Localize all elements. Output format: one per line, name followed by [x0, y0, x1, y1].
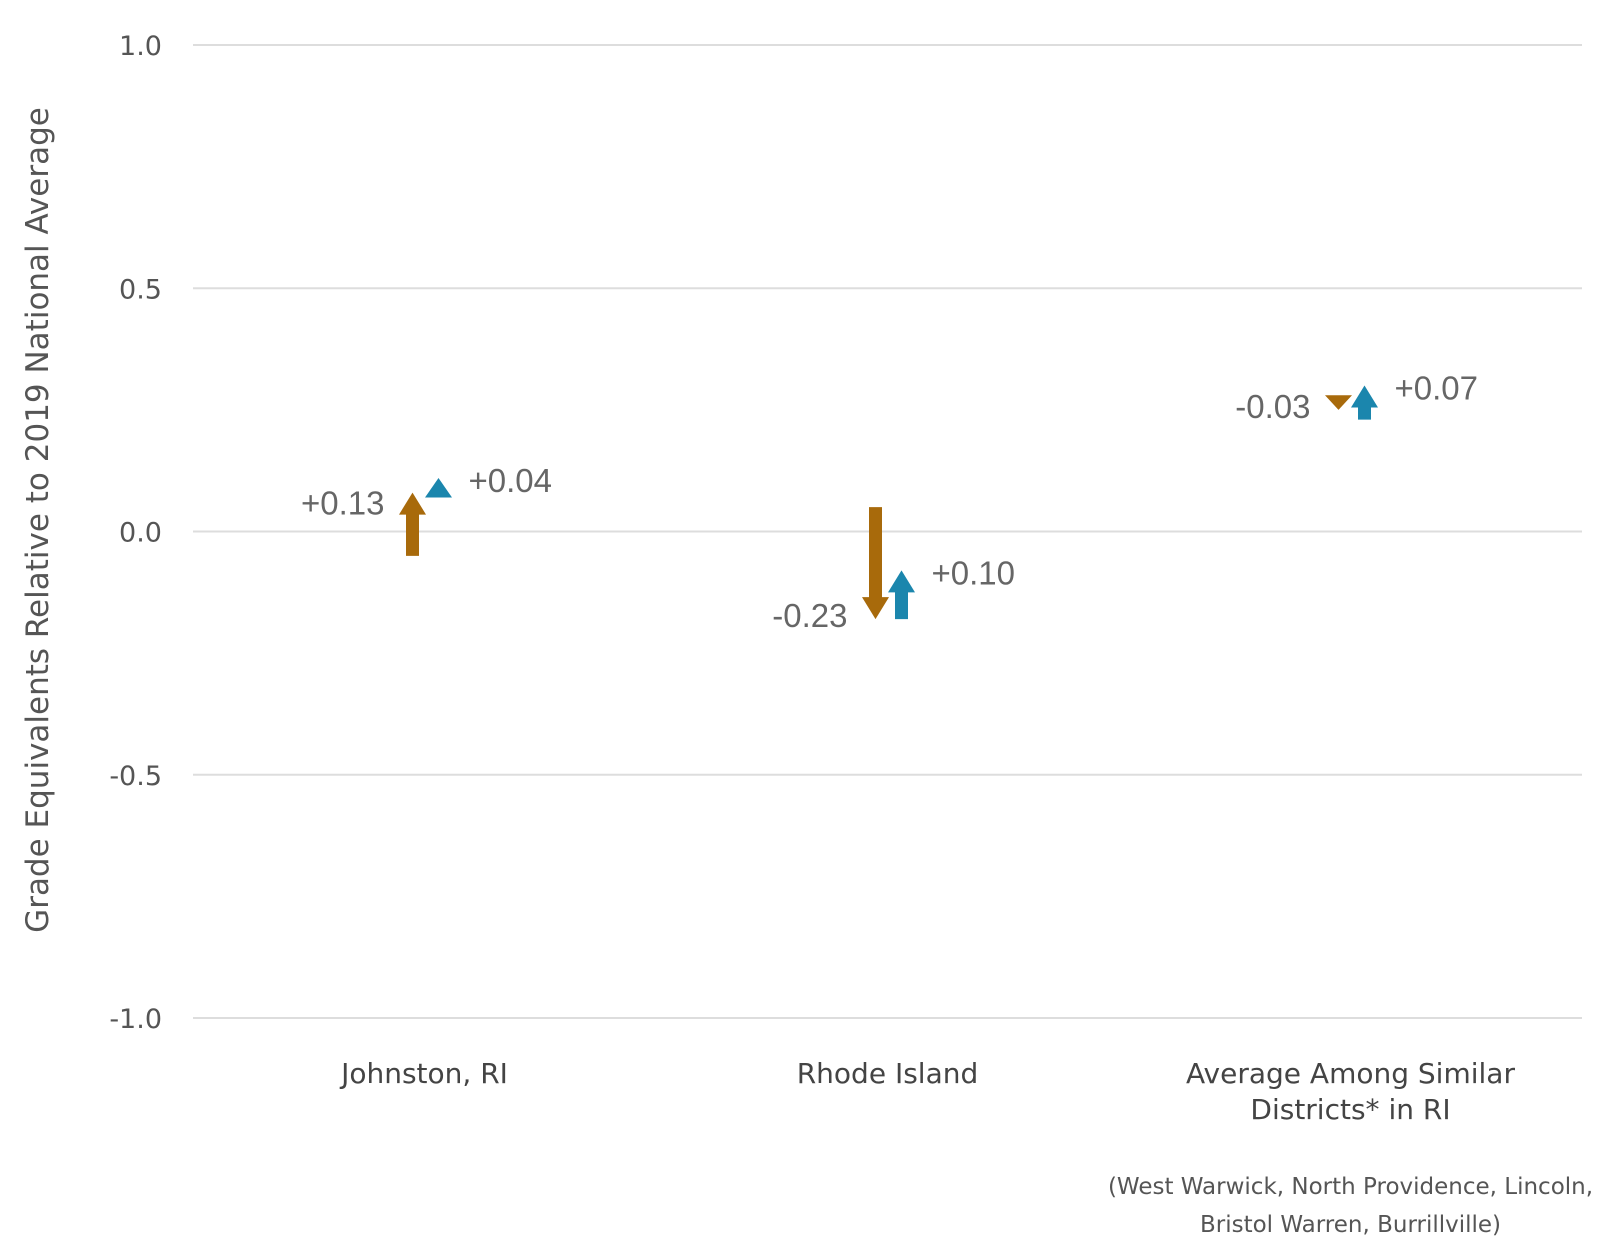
y-tick-label: -1.0	[109, 1004, 162, 1035]
arrow-mark	[862, 507, 889, 620]
arrow-mark	[888, 570, 915, 620]
y-axis-title: Grade Equivalents Relative to 2019 Natio…	[20, 107, 56, 933]
arrow-marks	[399, 385, 1378, 620]
value-labels: +0.13 -0.23 -0.03 +0.04 +0.10 +0.07	[301, 370, 1478, 635]
gridlines	[193, 44, 1582, 1019]
y-tick-label: 1.0	[119, 31, 162, 62]
value-label: -0.23	[772, 597, 847, 634]
arrow-mark	[1325, 395, 1352, 410]
y-tick-label: 0.0	[119, 518, 162, 549]
value-label: +0.04	[469, 462, 553, 499]
category-label: Rhode Island	[797, 1057, 979, 1090]
footnote: (West Warwick, North Providence, Lincoln…	[1108, 1174, 1593, 1238]
y-tick-label: 0.5	[119, 274, 162, 305]
value-label: +0.13	[301, 485, 385, 522]
arrow-mark	[425, 477, 452, 498]
value-label: +0.07	[1395, 370, 1479, 407]
value-label: +0.10	[932, 554, 1016, 591]
category-label: Average Among Similar	[1186, 1057, 1515, 1090]
arrow-mark	[399, 492, 426, 556]
arrow-mark	[1351, 385, 1378, 420]
footnote-line: (West Warwick, North Providence, Lincoln…	[1108, 1174, 1593, 1200]
category-label: Districts* in RI	[1250, 1093, 1450, 1126]
footnote-line: Bristol Warren, Burrillville)	[1200, 1212, 1501, 1238]
category-labels: Johnston, RI Rhode Island Average Among Si…	[339, 1057, 1515, 1126]
y-tick-label: -0.5	[109, 761, 162, 792]
category-label: Johnston, RI	[339, 1057, 508, 1090]
value-label: -0.03	[1235, 388, 1310, 425]
y-tick-labels: 1.0 0.5 0.0 -0.5 -1.0	[109, 31, 162, 1035]
